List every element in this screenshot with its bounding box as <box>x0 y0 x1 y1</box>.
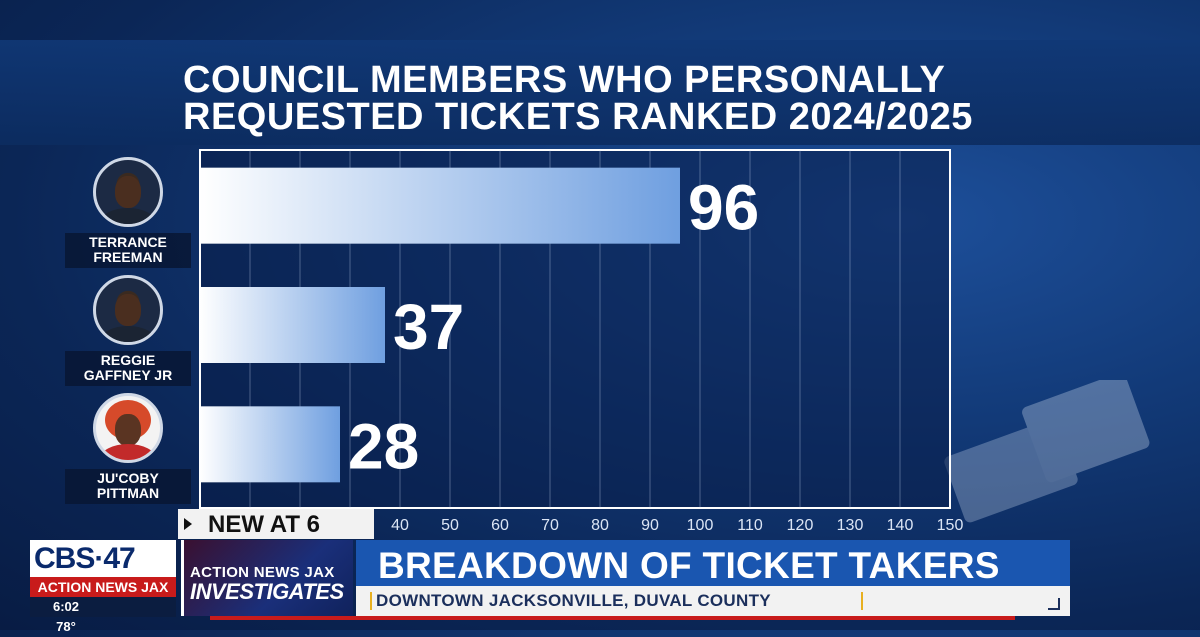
subline-bar: DOWNTOWN JACKSONVILLE, DUVAL COUNTY <box>356 586 1070 616</box>
member-jucoby-pittman: JU'COBY PITTMAN <box>58 393 198 504</box>
member-name: JU'COBY PITTMAN <box>65 469 191 504</box>
new-at-6-tag: NEW AT 6 <box>178 509 374 539</box>
station-brand: CBS·47 <box>30 540 176 577</box>
avatar <box>93 393 163 463</box>
member-name: TERRANCE FREEMAN <box>65 233 191 268</box>
station-time: 6:02 <box>52 599 80 614</box>
title-band <box>0 40 1200 145</box>
x-tick-label: 110 <box>737 517 763 534</box>
member-name-line-1: REGGIE <box>100 352 156 368</box>
x-tick-label: 40 <box>391 517 409 534</box>
bar-value-label: 37 <box>393 291 464 363</box>
accent-line <box>210 616 1015 620</box>
member-name: REGGIE GAFFNEY JR <box>65 351 191 386</box>
investigates-line-2: INVESTIGATES <box>190 579 344 604</box>
x-tick-label: 130 <box>837 517 864 534</box>
x-tick-label: 70 <box>541 517 559 534</box>
bar <box>200 167 680 244</box>
bar-value-label: 28 <box>348 410 419 482</box>
member-name-line-1: JU'COBY <box>97 470 159 486</box>
member-name-line-2: PITTMAN <box>96 485 160 501</box>
new-at-6-label: NEW AT 6 <box>208 511 320 538</box>
play-arrow-icon <box>184 518 192 530</box>
member-terrance-freeman: TERRANCE FREEMAN <box>58 157 198 268</box>
x-tick-label: 150 <box>937 517 964 534</box>
ticket-stubs-icon <box>944 380 1150 523</box>
x-tick-label: 140 <box>887 517 914 534</box>
avatar <box>93 275 163 345</box>
station-logo: CBS·47 ACTION NEWS JAX 6:02 78° <box>30 540 176 634</box>
member-name-line-2: FREEMAN <box>93 249 163 265</box>
investigates-line-1: ACTION NEWS JAX <box>190 564 335 581</box>
subline-text: DOWNTOWN JACKSONVILLE, DUVAL COUNTY <box>376 591 771 610</box>
x-tick-label: 120 <box>787 517 814 534</box>
member-reggie-gaffney-jr: REGGIE GAFFNEY JR <box>58 275 198 386</box>
x-tick-label: 100 <box>687 517 714 534</box>
x-tick-label: 60 <box>491 517 509 534</box>
station-sub: ACTION NEWS JAX <box>30 577 176 597</box>
subline-divider <box>861 592 863 610</box>
station-status: 6:02 78° <box>30 597 176 634</box>
bar-value-label: 96 <box>688 172 759 244</box>
headline-bar: BREAKDOWN OF TICKET TAKERS <box>356 540 1070 586</box>
chart-title-line-2: REQUESTED TICKETS RANKED 2024/2025 <box>183 96 973 138</box>
member-name-line-2: GAFFNEY JR <box>83 367 173 383</box>
corner-bracket-icon <box>1048 598 1060 610</box>
investigates-badge: ACTION NEWS JAX INVESTIGATES <box>181 540 353 616</box>
bar <box>200 406 340 483</box>
chart-title-line-1: COUNCIL MEMBERS WHO PERSONALLY <box>183 59 946 101</box>
x-tick-label: 90 <box>641 517 659 534</box>
headline-text: BREAKDOWN OF TICKET TAKERS <box>378 545 1000 586</box>
x-tick-label: 50 <box>441 517 459 534</box>
avatar <box>93 157 163 227</box>
x-tick-label: 80 <box>591 517 609 534</box>
bar <box>200 287 385 363</box>
subline-divider <box>370 592 372 610</box>
chart-title: COUNCIL MEMBERS WHO PERSONALLY REQUESTED… <box>183 59 1003 138</box>
member-name-line-1: TERRANCE <box>89 234 167 250</box>
station-temp: 78° <box>56 619 76 634</box>
